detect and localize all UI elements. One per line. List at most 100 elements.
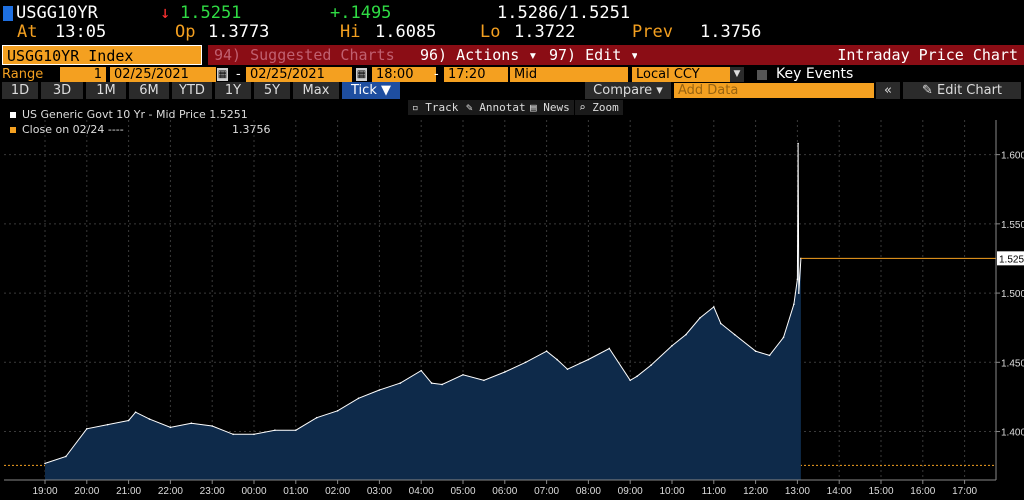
price-point	[545, 350, 548, 353]
currency-dropdown-icon[interactable]: ▼	[730, 67, 744, 82]
price-point	[274, 429, 276, 431]
start-time-field[interactable]: 18:00	[372, 67, 436, 82]
period-3d[interactable]: 3D	[41, 82, 83, 99]
edit-chart-button[interactable]: ✎ Edit Chart	[903, 82, 1021, 99]
security-field[interactable]: USGG10YR Index	[2, 45, 202, 65]
chart-axes: 1.400 1.450 1.500 1.550 1.600 19:00 20:00 21:00…	[4, 120, 1024, 497]
x-tick-label: 07:00	[534, 486, 559, 497]
price-area	[45, 143, 801, 480]
x-tick-label: 03:00	[367, 486, 392, 497]
x-tick-label: 17:00	[952, 486, 977, 497]
price-point	[169, 426, 172, 429]
price-point	[629, 379, 631, 382]
price-point	[295, 429, 297, 431]
range-dash: -	[236, 67, 241, 82]
zoom-label: Zoom	[592, 101, 619, 114]
ticker: USGG10YR	[16, 3, 98, 23]
key-events-checkbox[interactable]	[757, 70, 767, 80]
x-tick-label: 20:00	[74, 486, 99, 497]
price-point	[566, 368, 569, 371]
x-tick-label: 16:00	[910, 486, 935, 497]
period-ytd[interactable]: YTD	[172, 82, 212, 99]
price-point	[430, 382, 433, 384]
period-1m[interactable]: 1M	[86, 82, 126, 99]
x-tick-label: 13:00	[785, 486, 810, 497]
price-point	[211, 425, 213, 427]
intraday-price-chart[interactable]: 1.400 1.450 1.500 1.550 1.600 19:00 20:00 21:00…	[0, 118, 1024, 500]
price-type-field[interactable]: Mid	[510, 67, 628, 82]
y-tick-label: 1.450	[1001, 358, 1024, 369]
price-line	[44, 143, 802, 464]
annotate-tool[interactable]: ✎ Annotate	[462, 100, 537, 115]
price-point	[650, 364, 652, 366]
start-date-field[interactable]: 02/25/2021	[110, 67, 216, 82]
x-tick-label: 00:00	[241, 486, 266, 497]
period-1y[interactable]: 1Y	[215, 82, 251, 99]
suggested-charts-menu[interactable]: 94) Suggested Charts	[208, 45, 414, 65]
news-tool[interactable]: ▤ News	[526, 100, 574, 115]
period-max[interactable]: Max	[293, 82, 339, 99]
bid-ask: 1.5286/1.5251	[497, 3, 631, 23]
x-tick-label: 08:00	[576, 486, 601, 497]
period-1d[interactable]: 1D	[2, 82, 38, 99]
at-label: At	[17, 22, 38, 42]
price-point	[636, 375, 638, 377]
x-tick-label: 02:00	[325, 486, 350, 497]
open-label: Op	[175, 22, 196, 42]
end-date-field[interactable]: 02/25/2021	[246, 67, 352, 82]
x-tick-label: 09:00	[618, 486, 643, 497]
price-point	[685, 333, 687, 336]
price-point	[315, 416, 318, 419]
period-5y[interactable]: 5Y	[254, 82, 290, 99]
price-point	[399, 382, 402, 384]
zoom-tool[interactable]: ⌕ Zoom	[575, 100, 623, 115]
price-point	[253, 433, 255, 436]
x-tick-label: 23:00	[200, 486, 225, 497]
price-point	[782, 336, 785, 339]
period-6m[interactable]: 6M	[129, 82, 169, 99]
x-tick-label: 10:00	[659, 486, 684, 497]
calendar-icon[interactable]: ▦	[217, 68, 228, 81]
compare-dropdown[interactable]: Compare ▾	[585, 82, 671, 99]
price-point	[357, 397, 360, 400]
legend-swatch-white	[10, 112, 16, 118]
price-point	[793, 303, 795, 305]
quote-time: 13:05	[55, 22, 107, 42]
price-point	[420, 369, 423, 372]
news-icon: ▤	[530, 101, 544, 114]
price-point	[524, 361, 527, 364]
price-point	[768, 354, 771, 357]
currency-field[interactable]: Local CCY	[632, 67, 732, 82]
range-number[interactable]: 1	[60, 67, 106, 82]
price-point	[462, 373, 464, 376]
news-label: News	[543, 101, 570, 114]
actions-menu[interactable]: 96) Actions ▾	[412, 45, 545, 65]
x-tick-label: 12:00	[743, 486, 768, 497]
tick-dropdown[interactable]: Tick ▼	[342, 82, 400, 99]
end-time-field[interactable]: 17:20	[444, 67, 508, 82]
price-point	[699, 317, 701, 319]
edit-menu[interactable]: 97) Edit ▾	[541, 45, 641, 65]
add-data-input[interactable]: Add Data	[674, 83, 874, 98]
price-point	[134, 411, 137, 413]
price-point	[336, 409, 339, 412]
x-tick-label: 19:00	[32, 486, 57, 497]
track-tool[interactable]: ▫ Track	[408, 100, 463, 115]
x-tick-label: 14:00	[827, 486, 852, 497]
period-row: 1D 3D 1M 6M YTD 1Y 5Y Max Tick ▼ Compare…	[0, 82, 1024, 100]
price-point	[378, 389, 381, 391]
y-tick-label: 1.500	[1001, 289, 1024, 300]
price-point	[754, 350, 757, 353]
x-tick-label: 21:00	[116, 486, 141, 497]
open-value: 1.3773	[208, 22, 270, 42]
page-title: Intraday Price Chart	[637, 45, 1024, 65]
annotate-icon: ✎	[466, 101, 480, 114]
calendar-icon[interactable]: ▦	[356, 68, 367, 81]
legend-series2-value: 1.3756	[232, 123, 271, 136]
down-arrow-icon: ↓	[160, 3, 171, 23]
high-label: Hi	[340, 22, 361, 42]
price-point	[671, 344, 673, 347]
collapse-button[interactable]: «	[876, 82, 900, 99]
legend-swatch-orange	[10, 127, 16, 133]
price-point	[587, 358, 590, 361]
